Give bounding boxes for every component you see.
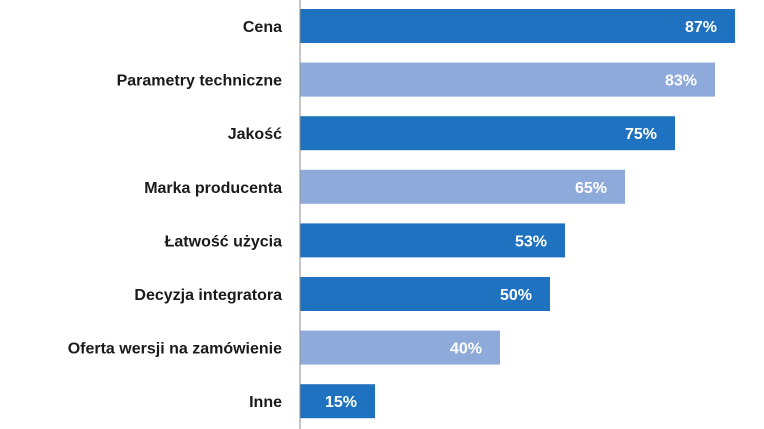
bars-group bbox=[300, 9, 735, 419]
category-label-0: Cena bbox=[243, 19, 282, 36]
value-labels: 87% 83% 75% 65% 53% 50% 40% 15% bbox=[325, 19, 717, 411]
category-label-6: Oferta wersji na zamówienie bbox=[68, 341, 282, 358]
bar-4 bbox=[300, 223, 565, 258]
value-label-1: 83% bbox=[665, 73, 697, 90]
value-label-6: 40% bbox=[450, 341, 482, 358]
value-label-7: 15% bbox=[325, 394, 357, 411]
value-label-2: 75% bbox=[625, 126, 657, 143]
bar-7 bbox=[300, 384, 375, 419]
bar-3 bbox=[300, 169, 625, 204]
category-label-7: Inne bbox=[249, 394, 282, 411]
value-label-5: 50% bbox=[500, 287, 532, 304]
category-label-5: Decyzja integratora bbox=[134, 287, 282, 304]
value-label-3: 65% bbox=[575, 180, 607, 197]
value-label-4: 53% bbox=[515, 233, 547, 250]
category-label-2: Jakość bbox=[228, 126, 282, 143]
category-label-4: Łatwość użycia bbox=[165, 233, 282, 250]
bar-6 bbox=[300, 330, 500, 365]
category-labels: Cena Parametry techniczne Jakość Marka prod… bbox=[68, 19, 282, 411]
category-label-3: Marka producenta bbox=[144, 180, 282, 197]
bar-1 bbox=[300, 62, 715, 97]
value-label-0: 87% bbox=[685, 19, 717, 36]
bar-0 bbox=[300, 9, 735, 43]
category-label-1: Parametry techniczne bbox=[117, 73, 283, 90]
bar-5 bbox=[300, 277, 550, 311]
bar-2 bbox=[300, 116, 675, 151]
